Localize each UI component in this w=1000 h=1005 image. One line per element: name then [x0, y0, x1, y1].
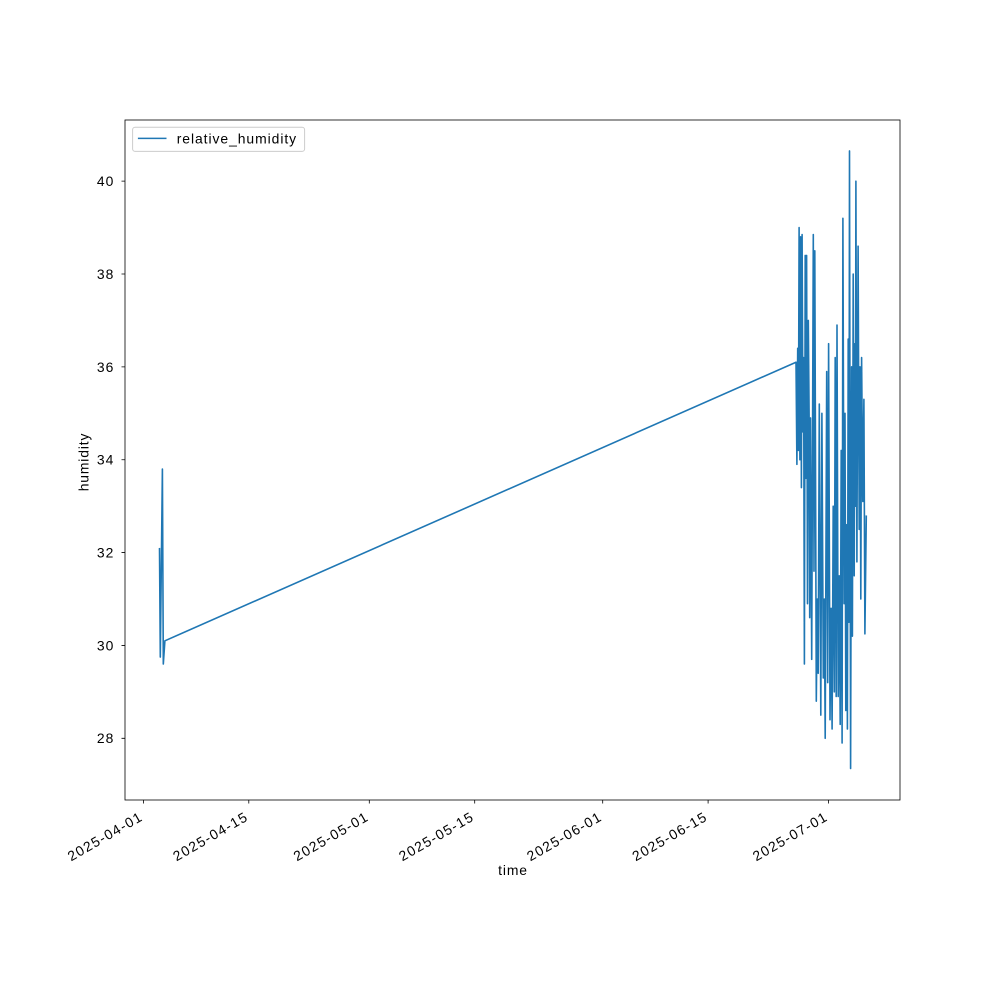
svg-text:40: 40	[97, 173, 115, 189]
svg-text:relative_humidity: relative_humidity	[177, 130, 297, 146]
svg-text:humidity: humidity	[76, 433, 92, 492]
svg-text:32: 32	[97, 545, 115, 561]
svg-text:time: time	[498, 862, 528, 878]
svg-text:36: 36	[97, 359, 115, 375]
svg-text:28: 28	[97, 730, 115, 746]
svg-text:38: 38	[97, 266, 115, 282]
svg-text:30: 30	[97, 637, 115, 653]
svg-text:34: 34	[97, 452, 115, 468]
